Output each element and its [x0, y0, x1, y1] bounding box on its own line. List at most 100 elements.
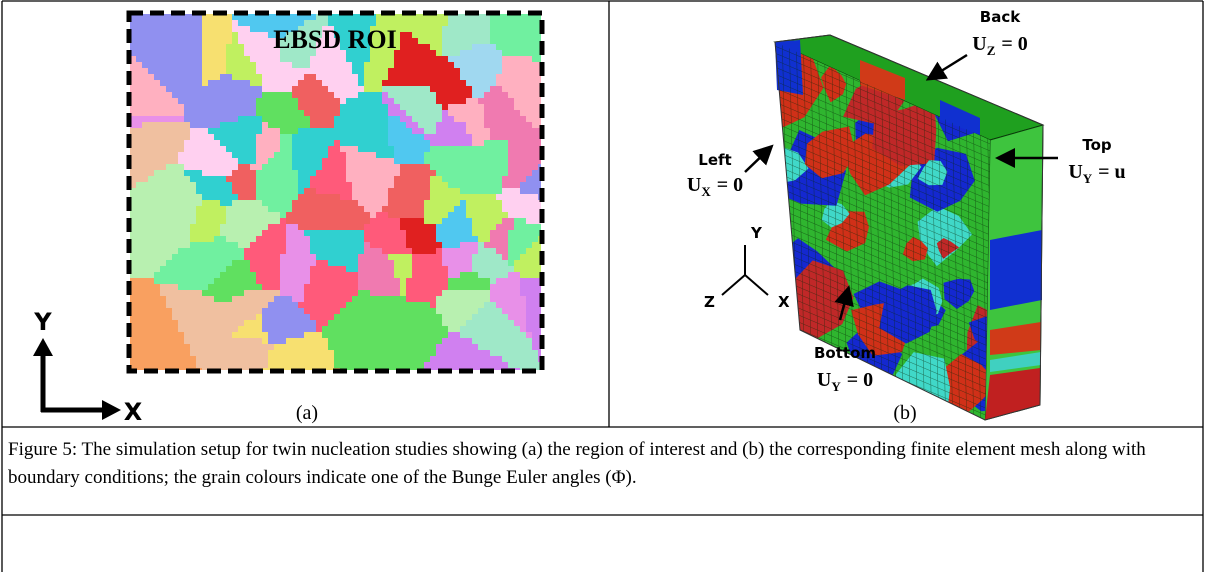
grain-cell: [478, 254, 484, 260]
grain-cell: [340, 128, 346, 134]
grain-cell: [142, 80, 148, 86]
grain-cell: [244, 134, 250, 140]
grain-cell: [292, 290, 298, 296]
grain-cell: [286, 170, 292, 176]
grain-cell: [508, 26, 514, 32]
grain-cell: [502, 164, 508, 170]
grain-cell: [430, 50, 436, 56]
grain-cell: [244, 224, 250, 230]
grain-cell: [202, 152, 208, 158]
grain-cell: [478, 182, 484, 188]
grain-cell: [172, 194, 178, 200]
grain-cell: [298, 152, 304, 158]
grain-cell: [202, 206, 208, 212]
grain-cell: [382, 92, 388, 98]
grain-cell: [316, 308, 322, 314]
grain-cell: [520, 122, 526, 128]
grain-cell: [502, 32, 508, 38]
grain-cell: [238, 356, 244, 362]
grain-cell: [370, 80, 376, 86]
grain-cell: [220, 218, 226, 224]
grain-cell: [502, 170, 508, 176]
grain-cell: [298, 176, 304, 182]
grain-cell: [328, 116, 334, 122]
grain-cell: [490, 98, 496, 104]
grain-cell: [148, 194, 154, 200]
grain-cell: [238, 338, 244, 344]
grain-cell: [148, 170, 154, 176]
grain-cell: [376, 92, 382, 98]
grain-cell: [238, 194, 244, 200]
grain-cell: [292, 176, 298, 182]
grain-cell: [394, 170, 400, 176]
grain-cell: [388, 338, 394, 344]
grain-cell: [424, 248, 430, 254]
grain-cell: [394, 116, 400, 122]
grain-cell: [358, 158, 364, 164]
grain-cell: [136, 74, 142, 80]
grain-cell: [190, 44, 196, 50]
grain-cell: [430, 356, 436, 362]
grain-cell: [196, 164, 202, 170]
grain-cell: [256, 74, 262, 80]
grain-cell: [424, 146, 430, 152]
grain-cell: [244, 170, 250, 176]
grain-cell: [136, 278, 142, 284]
grain-cell: [172, 44, 178, 50]
grain-cell: [208, 344, 214, 350]
grain-cell: [154, 146, 160, 152]
grain-cell: [472, 170, 478, 176]
grain-cell: [340, 92, 346, 98]
grain-cell: [328, 290, 334, 296]
grain-cell: [142, 32, 148, 38]
grain-cell: [340, 272, 346, 278]
grain-cell: [346, 344, 352, 350]
grain-cell: [226, 332, 232, 338]
grain-cell: [136, 170, 142, 176]
grain-cell: [148, 260, 154, 266]
grain-cell: [148, 218, 154, 224]
grain-cell: [202, 98, 208, 104]
grain-cell: [256, 296, 262, 302]
grain-cell: [268, 356, 274, 362]
grain-cell: [484, 290, 490, 296]
grain-cell: [136, 104, 142, 110]
grain-cell: [388, 188, 394, 194]
grain-cell: [274, 86, 280, 92]
grain-cell: [142, 38, 148, 44]
grain-cell: [526, 140, 532, 146]
grain-cell: [526, 356, 532, 362]
grain-cell: [328, 302, 334, 308]
grain-cell: [310, 218, 316, 224]
grain-cell: [292, 248, 298, 254]
grain-cell: [526, 188, 532, 194]
grain-cell: [262, 110, 268, 116]
grain-cell: [178, 158, 184, 164]
grain-cell: [532, 296, 538, 302]
grain-cell: [472, 236, 478, 242]
grain-cell: [280, 188, 286, 194]
grain-cell: [286, 242, 292, 248]
grain-cell: [160, 32, 166, 38]
grain-cell: [514, 146, 520, 152]
grain-cell: [274, 104, 280, 110]
grain-cell: [520, 320, 526, 326]
grain-cell: [418, 98, 424, 104]
grain-cell: [232, 248, 238, 254]
grain-cell: [334, 284, 340, 290]
grain-cell: [202, 92, 208, 98]
grain-cell: [310, 260, 316, 266]
grain-cell: [388, 236, 394, 242]
grain-cell: [280, 134, 286, 140]
grain-cell: [166, 266, 172, 272]
grain-cell: [448, 326, 454, 332]
grain-cell: [484, 110, 490, 116]
grain-cell: [460, 350, 466, 356]
grain-cell: [292, 56, 298, 62]
grain-cell: [250, 356, 256, 362]
grain-cell: [442, 260, 448, 266]
grain-cell: [136, 140, 142, 146]
grain-cell: [148, 104, 154, 110]
grain-cell: [352, 344, 358, 350]
grain-cell: [136, 44, 142, 50]
